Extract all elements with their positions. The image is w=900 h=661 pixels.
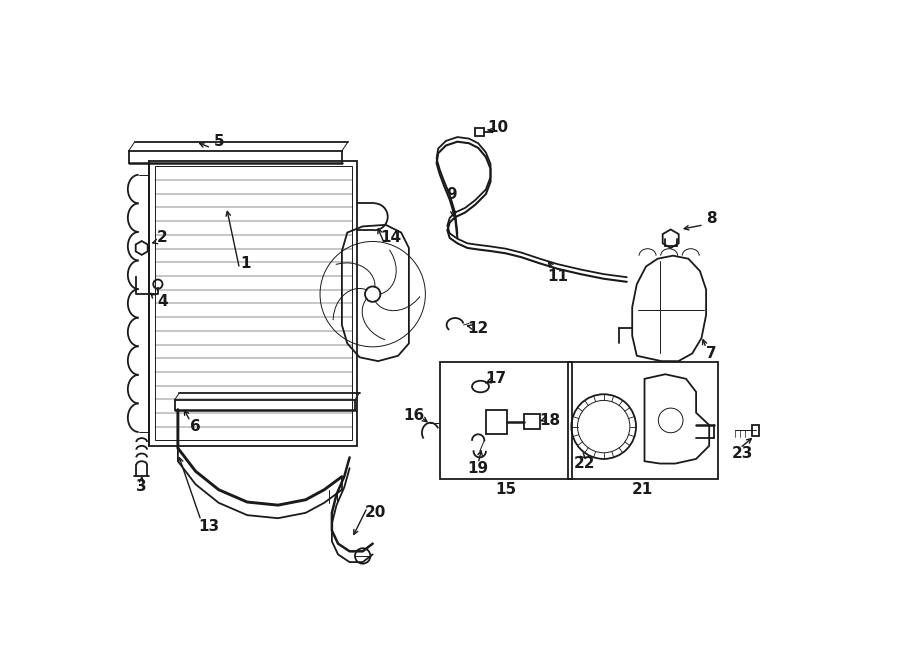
Text: 13: 13 — [198, 519, 220, 534]
Bar — [155, 167, 352, 440]
Text: 21: 21 — [632, 483, 652, 497]
Text: 18: 18 — [539, 413, 561, 428]
Text: 15: 15 — [495, 483, 517, 497]
Bar — [752, 425, 760, 436]
Text: 1: 1 — [240, 256, 251, 271]
Text: 8: 8 — [706, 212, 716, 226]
Text: 3: 3 — [137, 479, 147, 494]
Text: 19: 19 — [468, 461, 489, 477]
Text: 17: 17 — [485, 371, 507, 386]
Text: 9: 9 — [446, 186, 457, 202]
Text: 23: 23 — [732, 446, 753, 461]
Bar — [486, 410, 508, 434]
Bar — [568, 362, 717, 479]
Bar — [149, 161, 357, 446]
Text: 20: 20 — [364, 505, 386, 520]
Text: 6: 6 — [190, 419, 201, 434]
Text: 12: 12 — [468, 321, 489, 336]
Text: 16: 16 — [403, 408, 424, 422]
Text: 14: 14 — [380, 231, 401, 245]
Bar — [525, 414, 540, 429]
Text: 2: 2 — [158, 231, 168, 245]
Text: 7: 7 — [706, 346, 716, 361]
Text: 4: 4 — [158, 294, 167, 309]
Text: 11: 11 — [547, 269, 568, 284]
Text: 22: 22 — [573, 456, 595, 471]
Text: 5: 5 — [213, 134, 224, 149]
Text: 10: 10 — [488, 120, 508, 136]
Bar — [440, 362, 572, 479]
